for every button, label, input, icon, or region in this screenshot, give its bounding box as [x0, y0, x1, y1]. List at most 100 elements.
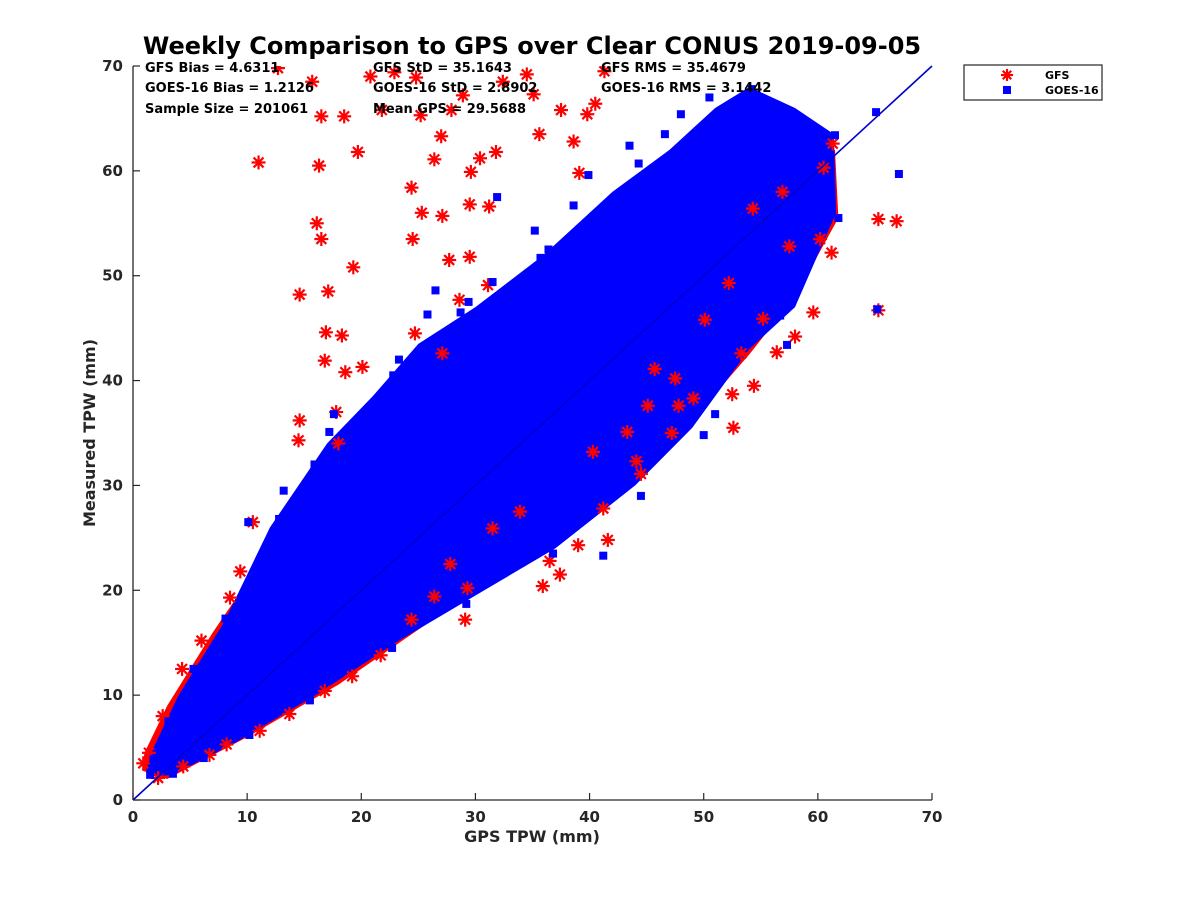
gfs-point-stroke	[597, 502, 609, 515]
gfs-point	[725, 387, 740, 402]
gfs-point	[526, 87, 541, 102]
gfs-point-stroke	[621, 426, 633, 438]
gfs-point-stroke	[723, 277, 735, 289]
gfs-point	[572, 165, 587, 180]
gfs-point-stroke	[497, 76, 509, 88]
gfs-point-stroke	[672, 400, 685, 412]
goes16-point	[873, 305, 882, 314]
gfs-point-stroke	[666, 427, 678, 439]
legend-goes16-label: GOES-16	[1045, 84, 1099, 97]
gfs-point-stroke	[388, 66, 401, 79]
gfs-point	[387, 66, 402, 80]
gfs-point	[314, 232, 329, 247]
gfs-point-stroke	[293, 414, 306, 427]
gfs-point	[414, 205, 429, 220]
stat-gfs-bias: GFS Bias = 4.6311	[145, 61, 279, 76]
gfs-point	[824, 245, 839, 260]
goes16-point	[552, 313, 561, 322]
gfs-point-stroke	[234, 565, 247, 578]
gfs-point	[585, 444, 600, 459]
gfs-point-stroke	[825, 246, 838, 259]
gfs-point	[345, 669, 360, 684]
gfs-point-stroke	[376, 104, 388, 116]
gfs-point-stroke	[336, 329, 348, 342]
gfs-point-stroke	[486, 522, 499, 535]
gfs-point	[291, 433, 306, 448]
stat-gfs-rms: GFS RMS = 35.4679	[601, 61, 746, 76]
gfs-point	[600, 532, 615, 547]
gfs-point-stroke	[410, 71, 422, 84]
goes16-point	[569, 201, 578, 210]
gfs-point	[647, 362, 662, 377]
goes16-point	[456, 308, 465, 317]
y-tick-label: 50	[102, 267, 123, 285]
gfs-point-stroke	[364, 70, 377, 83]
gfs-point	[350, 144, 365, 159]
gfs-point-stroke	[311, 217, 323, 230]
goes16-point	[423, 310, 432, 319]
gfs-point	[355, 359, 370, 374]
goes16-point	[475, 336, 484, 345]
gfs-point	[597, 66, 612, 79]
gfs-point-stroke	[757, 312, 769, 325]
gfs-point-stroke	[726, 388, 738, 400]
y-tick-label: 0	[113, 791, 123, 809]
x-tick-label: 30	[465, 808, 486, 826]
gfs-point-stroke	[306, 76, 318, 88]
gfs-point-stroke	[444, 558, 457, 570]
gfs-point	[472, 151, 487, 166]
gfs-point-stroke	[252, 156, 265, 169]
gfs-point	[552, 567, 567, 582]
gfs-point-stroke	[572, 539, 584, 551]
goes16-point	[189, 664, 198, 673]
gfs-point-stroke	[465, 166, 477, 178]
gfs-point-stroke	[463, 251, 476, 263]
gfs-point-stroke	[339, 366, 352, 378]
x-tick-label: 0	[128, 808, 138, 826]
goes16-point	[488, 278, 497, 287]
goes16-point	[518, 426, 527, 435]
gfs-point	[318, 325, 333, 340]
gfs-point-stroke	[1001, 69, 1013, 81]
gfs-point	[312, 158, 327, 173]
gfs-point-stroke	[156, 710, 169, 722]
goes16-point	[199, 754, 208, 763]
gfs-point-stroke	[405, 181, 418, 194]
gfs-point-stroke	[555, 104, 567, 116]
x-tick-label: 60	[807, 808, 828, 826]
gfs-point-stroke	[443, 254, 455, 266]
goes16-point	[388, 643, 397, 652]
gfs-point	[435, 208, 450, 223]
gfs-point-stroke	[533, 128, 546, 140]
gfs-point	[175, 661, 190, 676]
gfs-point	[633, 466, 648, 481]
goes16-point	[755, 265, 764, 274]
gfs-point-stroke	[293, 288, 306, 301]
goes16-point	[279, 486, 288, 495]
goes16-point	[530, 226, 539, 235]
gfs-point-stroke	[630, 455, 643, 468]
gfs-point	[321, 284, 336, 299]
gfs-point	[485, 521, 500, 536]
gfs-point	[640, 398, 655, 413]
goes16-point	[146, 770, 155, 779]
goes16-point	[361, 523, 370, 532]
gfs-point-stroke	[195, 634, 208, 647]
gfs-point	[671, 398, 686, 413]
gfs-point	[488, 144, 503, 159]
gfs-point	[745, 201, 760, 216]
gfs-point	[434, 129, 449, 144]
gfs-point-stroke	[346, 670, 358, 682]
goes16-point	[747, 85, 756, 94]
stat-goes16-std: GOES-16 StD = 2.8902	[373, 81, 537, 96]
gfs-point-stroke	[319, 354, 331, 367]
goes16-point	[164, 717, 173, 726]
gfs-point	[404, 612, 419, 627]
gfs-point	[155, 709, 170, 724]
gfs-point-stroke	[292, 434, 305, 447]
gfs-point-stroke	[320, 326, 332, 339]
gfs-point-stroke	[445, 104, 458, 116]
gfs-point-stroke	[783, 240, 796, 253]
gfs-point-stroke	[322, 285, 334, 298]
gfs-point-stroke	[581, 108, 594, 120]
